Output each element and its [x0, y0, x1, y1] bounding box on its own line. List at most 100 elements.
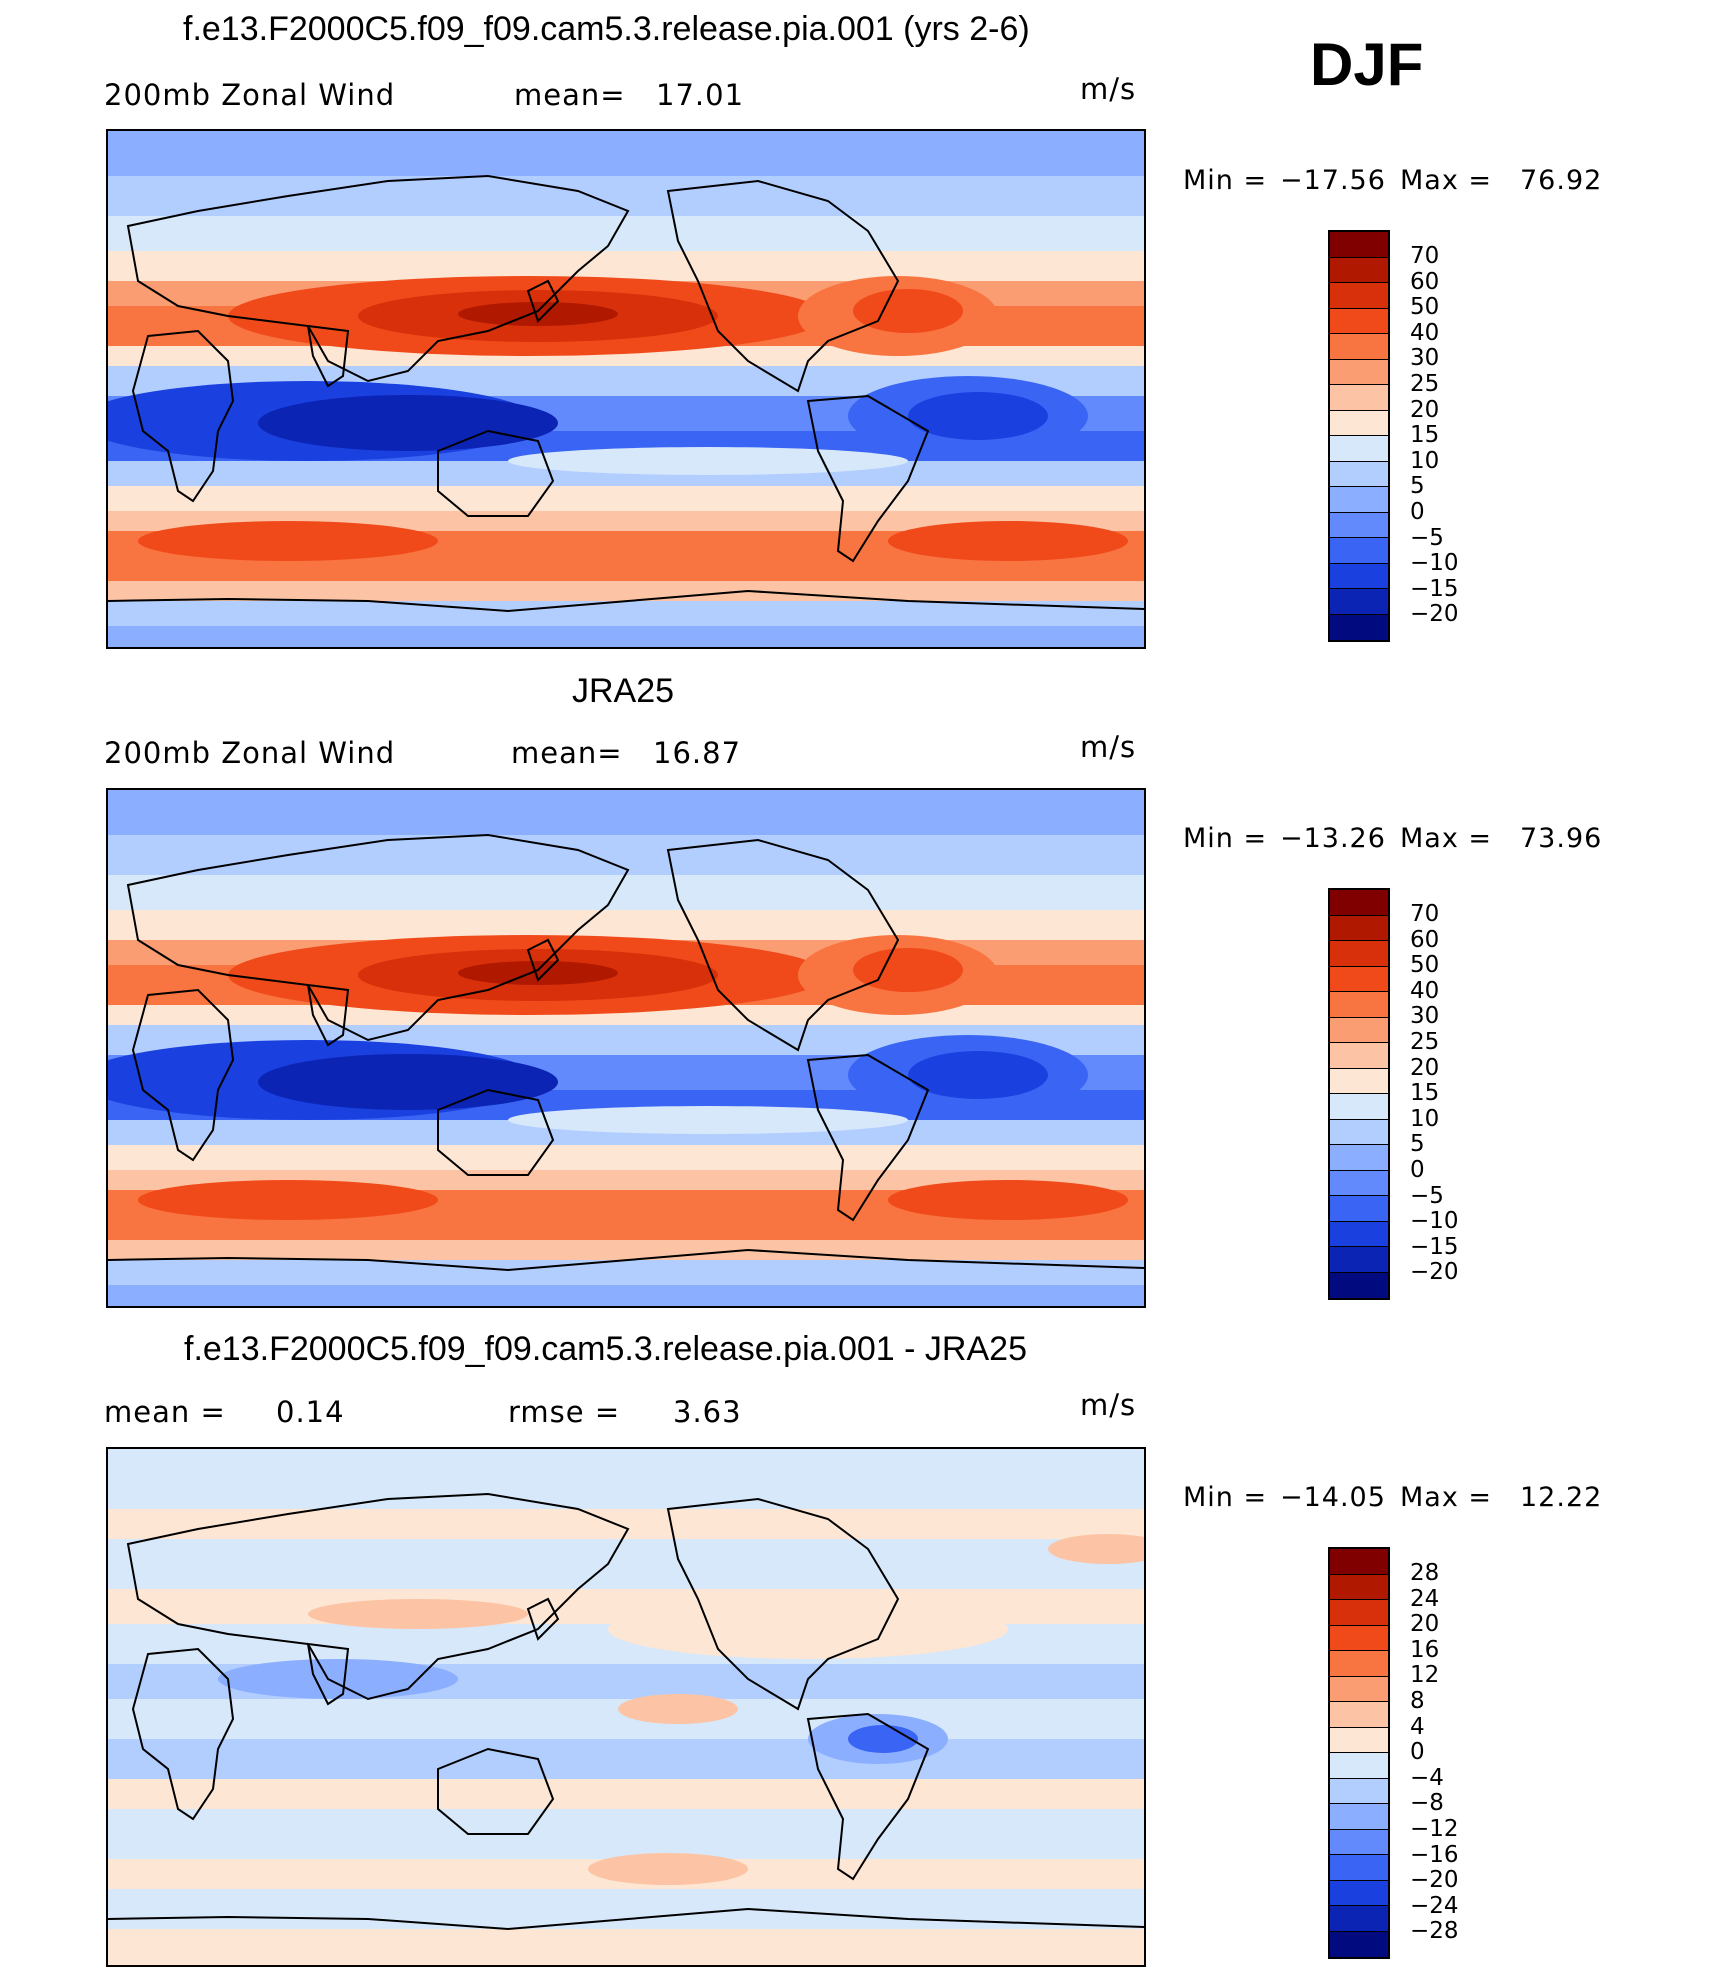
- colorbar-swatch: [1330, 1931, 1388, 1957]
- coastline: [666, 838, 900, 1052]
- panel-1-max-label: Max =: [1400, 165, 1493, 196]
- coastline: [131, 1647, 235, 1821]
- coastline: [806, 1712, 930, 1881]
- colorbar-swatch: [1330, 1676, 1388, 1702]
- colorbar-swatch: [1330, 436, 1388, 462]
- panel-1-colorbar-labels: 70 60 50 40 30 25 20 15 10 5 0 −5 −10 −15 −20: [1410, 243, 1459, 628]
- colorbar-tick-label: 25: [1410, 370, 1440, 397]
- coastline: [526, 1597, 560, 1641]
- panel-2-min-value: −13.26: [1280, 823, 1386, 854]
- coastline: [131, 329, 235, 503]
- colorbar-swatch: [1330, 538, 1388, 564]
- colorbar-tick-label: 25: [1410, 1028, 1440, 1055]
- field-contour: [508, 447, 908, 475]
- field-contour: [138, 521, 438, 561]
- colorbar-swatch: [1330, 1727, 1388, 1753]
- colorbar-swatch: [1330, 461, 1388, 487]
- panel-1-min-label: Min =: [1183, 165, 1268, 196]
- colorbar-tick-label: 28: [1410, 1560, 1440, 1586]
- panel-2-min-label: Min =: [1183, 823, 1268, 854]
- colorbar-tick-label: −12: [1410, 1815, 1459, 1842]
- colorbar-tick-label: −5: [1410, 524, 1444, 551]
- colorbar-swatch: [1330, 1753, 1388, 1779]
- colorbar-swatch: [1330, 1625, 1388, 1651]
- panel-3-field: [108, 1449, 1144, 1965]
- colorbar-swatch: [1330, 614, 1388, 640]
- colorbar-swatch: [1330, 1094, 1388, 1120]
- colorbar-tick-label: 20: [1410, 1611, 1440, 1638]
- field-contour: [853, 948, 963, 992]
- colorbar-swatch: [1330, 1829, 1388, 1855]
- colorbar-tick-label: 30: [1410, 1003, 1440, 1030]
- coastline: [126, 1492, 630, 1701]
- colorbar-tick-label: 15: [1410, 422, 1440, 449]
- field-band: [108, 1260, 1144, 1285]
- colorbar-tick-label: 30: [1410, 345, 1440, 372]
- panel-2-mean-label: mean=: [511, 736, 623, 770]
- coastline: [666, 1497, 900, 1711]
- colorbar-tick-label: 15: [1410, 1080, 1440, 1107]
- panel-3-mean-label: mean =: [104, 1395, 226, 1429]
- colorbar-tick-label: −4: [1410, 1764, 1444, 1791]
- panel-1-units: m/s: [1080, 72, 1137, 106]
- panel-2-colorbar-labels: 70 60 50 40 30 25 20 15 10 5 0 −5 −10 −15 −20: [1410, 901, 1459, 1286]
- colorbar-tick-label: 0: [1410, 1156, 1425, 1183]
- panel-3-colorbar: [1328, 1547, 1390, 1959]
- coastline: [666, 179, 900, 393]
- colorbar-swatch: [1330, 1196, 1388, 1222]
- coastline: [126, 174, 630, 383]
- colorbar-swatch: [1330, 941, 1388, 967]
- colorbar-swatch: [1330, 1702, 1388, 1728]
- colorbar-swatch: [1330, 915, 1388, 941]
- colorbar-tick-label: 0: [1410, 1739, 1425, 1766]
- panel-1-mean-value: 17.01: [656, 78, 745, 112]
- field-band: [108, 1285, 1144, 1306]
- colorbar-swatch: [1330, 1145, 1388, 1171]
- colorbar-tick-label: 60: [1410, 268, 1440, 295]
- colorbar-swatch: [1330, 1247, 1388, 1273]
- colorbar-tick-label: 24: [1410, 1585, 1440, 1612]
- colorbar-tick-label: −10: [1410, 550, 1459, 577]
- colorbar-tick-label: 5: [1410, 1131, 1425, 1158]
- coastline: [306, 983, 350, 1047]
- colorbar-swatch: [1330, 308, 1388, 334]
- coastline: [526, 279, 560, 323]
- field-contour: [618, 1694, 738, 1724]
- panel-2-map: [106, 788, 1146, 1308]
- field-contour: [218, 1659, 458, 1699]
- panel-3-min-value: −14.05: [1280, 1482, 1386, 1513]
- field-band: [108, 581, 1144, 601]
- panel-1-variable-label: 200mb Zonal Wind: [104, 78, 396, 112]
- field-contour: [888, 521, 1128, 561]
- panel-3-mean-value: 0.14: [276, 1395, 345, 1429]
- colorbar-tick-label: 40: [1410, 977, 1440, 1004]
- coastline: [806, 1053, 930, 1222]
- colorbar-swatch: [1330, 1778, 1388, 1804]
- coastline: [437, 1747, 555, 1835]
- colorbar-swatch: [1330, 232, 1388, 258]
- field-contour: [848, 1725, 918, 1753]
- colorbar-tick-label: 50: [1410, 294, 1440, 321]
- colorbar-swatch: [1330, 512, 1388, 538]
- colorbar-tick-label: −20: [1410, 601, 1459, 628]
- panel-2-max-label: Max =: [1400, 823, 1493, 854]
- field-contour: [888, 1180, 1128, 1220]
- panel-3-min-label: Min =: [1183, 1482, 1268, 1513]
- colorbar-swatch: [1330, 385, 1388, 411]
- colorbar-swatch: [1330, 410, 1388, 436]
- coastline: [526, 938, 560, 982]
- field-contour: [1048, 1534, 1144, 1564]
- panel-1-map: [106, 129, 1146, 649]
- coastline: [131, 988, 235, 1162]
- panel-2-colorbar: [1328, 888, 1390, 1300]
- colorbar-swatch: [1330, 1119, 1388, 1145]
- colorbar-tick-label: 20: [1410, 1054, 1440, 1081]
- field-band: [108, 910, 1144, 940]
- colorbar-swatch: [1330, 1170, 1388, 1196]
- colorbar-tick-label: 4: [1410, 1713, 1425, 1740]
- field-contour: [138, 1180, 438, 1220]
- panel-3-max-label: Max =: [1400, 1482, 1493, 1513]
- field-contour: [458, 961, 618, 985]
- colorbar-swatch: [1330, 563, 1388, 589]
- field-band: [108, 1739, 1144, 1779]
